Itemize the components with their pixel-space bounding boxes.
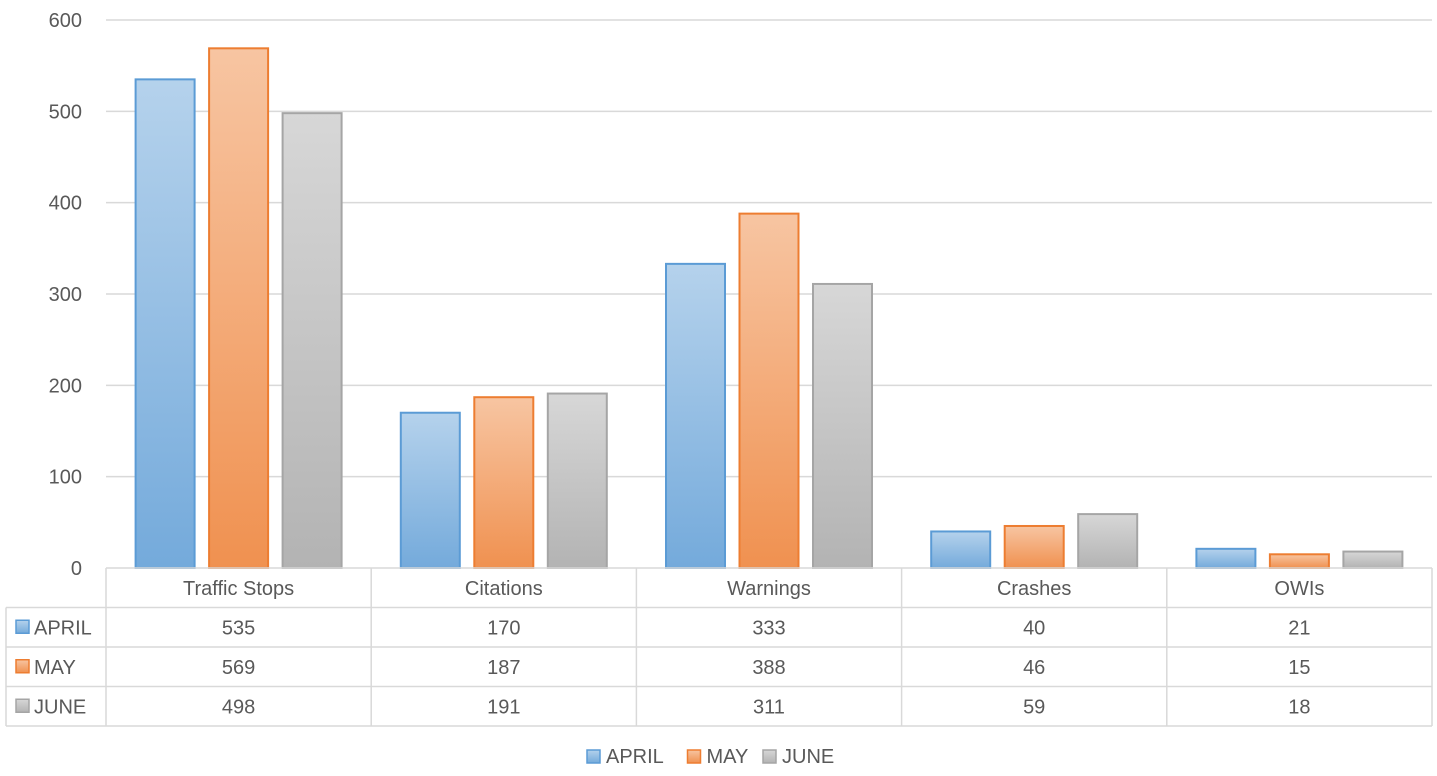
y-tick-label: 200	[49, 375, 82, 397]
table-cell: 187	[487, 657, 520, 679]
table-cell: 191	[487, 696, 520, 718]
bar	[399, 411, 461, 569]
legend-label: APRIL	[606, 746, 664, 768]
table-cell: 569	[222, 657, 255, 679]
table-cell: 498	[222, 696, 255, 718]
legend: APRIL MAY JUNE	[586, 746, 834, 768]
y-tick-label: 600	[49, 10, 82, 32]
y-tick-label: 400	[49, 193, 82, 215]
bar	[281, 112, 343, 569]
y-tick-label: 0	[71, 558, 82, 580]
legend-key-june	[762, 749, 777, 764]
table-cell: 15	[1288, 657, 1310, 679]
table-cell: 170	[487, 617, 520, 639]
y-tick-label: 100	[49, 467, 82, 489]
table-cell: 46	[1023, 657, 1045, 679]
bar	[1268, 553, 1330, 569]
table-cell: 18	[1288, 696, 1310, 718]
bar	[665, 262, 726, 569]
table-cell: 21	[1288, 617, 1310, 639]
y-axis-ticks: 0 100 200 300 400 500 600	[49, 10, 82, 580]
bar	[208, 47, 270, 569]
category-label: Crashes	[997, 578, 1071, 600]
table-cell: 311	[753, 696, 785, 718]
series-key-april	[15, 619, 30, 634]
y-tick-label: 300	[49, 284, 82, 306]
series-label: MAY	[34, 657, 76, 679]
series-key-june	[15, 698, 30, 713]
table-cell: 535	[222, 617, 255, 639]
category-label: Citations	[465, 578, 543, 600]
table-cell: 59	[1023, 696, 1045, 718]
table-cell: 388	[752, 657, 785, 679]
bar	[738, 212, 800, 569]
bar	[1003, 524, 1065, 570]
bar	[812, 282, 873, 569]
bar	[1077, 513, 1139, 570]
series-label: JUNE	[34, 696, 86, 718]
legend-key-may	[686, 749, 702, 764]
table-cell: 40	[1023, 617, 1045, 639]
category-label: Traffic Stops	[183, 578, 294, 600]
legend-key-april	[586, 749, 601, 764]
category-label: Warnings	[727, 578, 811, 600]
legend-label: MAY	[707, 746, 749, 768]
bars	[134, 47, 1404, 570]
category-label: OWIs	[1274, 578, 1324, 600]
series-label: APRIL	[34, 617, 92, 639]
legend-label: JUNE	[782, 746, 834, 768]
data-table: Traffic Stops Citations Warnings Crashes OWI…	[5, 567, 1433, 727]
bar	[1342, 550, 1404, 569]
bar	[1195, 547, 1257, 570]
bar	[134, 78, 196, 569]
series-key-may	[15, 659, 30, 674]
y-tick-label: 500	[49, 101, 82, 123]
bar	[930, 530, 992, 570]
bar	[546, 392, 608, 570]
bar	[473, 396, 535, 569]
table-cell: 333	[752, 617, 785, 639]
